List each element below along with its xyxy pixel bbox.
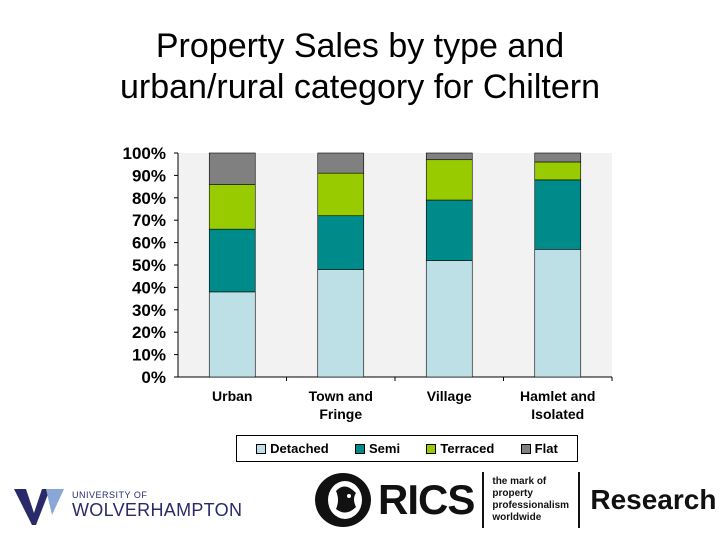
legend-label: Detached bbox=[270, 441, 329, 456]
bar-segment bbox=[534, 179, 582, 250]
y-tick-label: 20% bbox=[132, 323, 166, 342]
y-tick-label: 70% bbox=[132, 211, 166, 230]
stacked-bar-chart: 0% 10% 20% 30% 40% 50% 60% 70% 80% 90% 100% Urban To… bbox=[123, 144, 613, 422]
bar-segment bbox=[317, 269, 365, 378]
bar-segment bbox=[425, 159, 473, 201]
legend-swatch bbox=[355, 443, 365, 454]
bar-segment bbox=[208, 291, 256, 378]
bar-segment bbox=[317, 172, 365, 217]
title-line-2: urban/rural category for Chiltern bbox=[119, 68, 600, 106]
title-line-1: Property Sales by type and bbox=[155, 27, 565, 65]
research-wordmark: Research bbox=[590, 484, 717, 515]
y-tick-label: 80% bbox=[132, 189, 166, 208]
bar-segment bbox=[425, 260, 473, 378]
rics-tagline-line: professionalism bbox=[492, 500, 570, 511]
y-tick-label: 40% bbox=[132, 278, 166, 297]
legend-label: Terraced bbox=[440, 441, 495, 456]
bar-segment bbox=[534, 161, 582, 181]
legend-swatch bbox=[256, 443, 267, 454]
y-tick-label: 10% bbox=[132, 346, 166, 365]
x-category-label: Isolated bbox=[531, 406, 584, 422]
y-tick-label: 50% bbox=[132, 256, 166, 275]
legend-swatch bbox=[426, 443, 437, 454]
y-tick-label: 100% bbox=[123, 144, 166, 163]
rics-lion-icon bbox=[315, 473, 371, 527]
legend-label: Semi bbox=[369, 441, 401, 456]
bar-segment bbox=[534, 152, 582, 163]
rics-tagline: the mark of property professionalism wor… bbox=[492, 476, 576, 524]
rics-divider bbox=[482, 472, 485, 528]
legend-item: Flat bbox=[520, 441, 558, 456]
rics-tagline-line: the mark of bbox=[492, 476, 547, 487]
legend-swatch bbox=[520, 443, 531, 454]
rics-logo: RICS the mark of property professionalis… bbox=[312, 470, 716, 530]
wolverhampton-mark-icon bbox=[14, 489, 64, 525]
bar-segment bbox=[425, 152, 473, 161]
x-category-label: Fringe bbox=[319, 406, 362, 422]
x-category-label: Village bbox=[427, 388, 472, 404]
legend-item: Terraced bbox=[426, 441, 494, 456]
legend-item: Detached bbox=[256, 441, 329, 456]
bar-segment bbox=[317, 152, 365, 174]
bar-segment bbox=[317, 215, 365, 270]
wolverhampton-logo: UNIVERSITY OF WOLVERHAMPTON bbox=[12, 482, 242, 528]
y-tick-label: 90% bbox=[132, 166, 166, 185]
page-title: Property Sales by type and urban/rural c… bbox=[0, 26, 720, 108]
wlv-big-text: WOLVERHAMPTON bbox=[72, 499, 243, 520]
bar-segment bbox=[208, 184, 256, 230]
y-tick-label: 60% bbox=[132, 234, 166, 253]
rics-wordmark: RICS bbox=[378, 476, 475, 523]
rics-tagline-line: property bbox=[492, 488, 533, 499]
legend-label: Flat bbox=[534, 441, 558, 456]
legend-item: Semi bbox=[355, 441, 400, 456]
bar-segment bbox=[534, 249, 582, 378]
y-tick-label: 0% bbox=[141, 368, 166, 387]
bar-segment bbox=[425, 199, 473, 261]
bar-segment bbox=[208, 228, 256, 293]
y-tick-label: 30% bbox=[132, 301, 166, 320]
rics-tagline-line: worldwide bbox=[492, 512, 542, 523]
x-category-label: Urban bbox=[212, 388, 252, 404]
wlv-small-text: UNIVERSITY OF bbox=[72, 489, 148, 500]
chart-legend: Detached Semi Terraced Flat bbox=[236, 435, 578, 462]
x-category-label: Hamlet and bbox=[520, 388, 595, 404]
x-category-label: Town and bbox=[309, 388, 373, 404]
research-divider bbox=[578, 472, 581, 528]
bar-segment bbox=[208, 152, 256, 185]
